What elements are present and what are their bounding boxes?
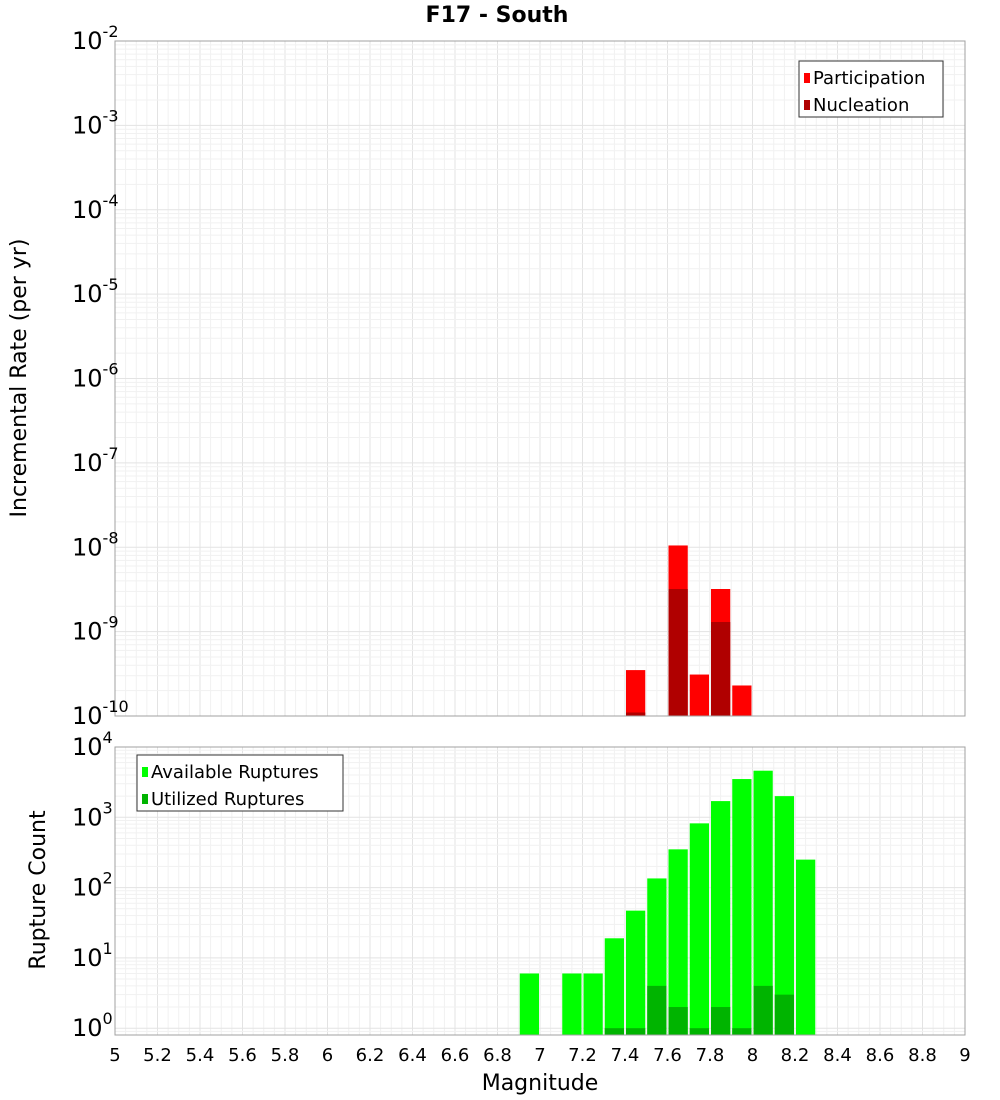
x-axis-label: Magnitude	[482, 1071, 599, 1096]
x-tick-label: 8.8	[908, 1045, 937, 1066]
bottom-panel: 100 101 102 103 104 5 5.2 5.4 5.6 5.8 6 6.2 6.4 6.6 6.…	[72, 728, 971, 1066]
x-tick-label: 7.2	[568, 1045, 597, 1066]
bottom-legend-swatch	[142, 767, 148, 777]
bottom-bar-available-ruptures	[668, 849, 688, 1035]
top-y-tick-label: 10-2	[72, 22, 119, 55]
bottom-bar-available-ruptures	[753, 770, 773, 1035]
x-tick-label: 5.8	[271, 1045, 300, 1066]
x-tick-label: 6.6	[441, 1045, 470, 1066]
x-tick-label: 7.4	[611, 1045, 640, 1066]
top-y-tick-label: 10-7	[72, 444, 119, 477]
bottom-plot-frame	[114, 746, 966, 1036]
bottom-legend-label: Available Ruptures	[151, 762, 319, 783]
x-tick-label: 6.2	[356, 1045, 385, 1066]
bottom-y-tick-label: 101	[72, 939, 113, 972]
top-y-tick-label: 10-8	[72, 528, 119, 561]
top-bar-nucleation	[711, 622, 731, 716]
top-bar-participation	[626, 670, 646, 716]
x-tick-label: 9	[959, 1045, 970, 1066]
x-tick-label: 8.2	[781, 1045, 810, 1066]
top-bar-participation	[732, 685, 752, 716]
top-panel: 10-10 10-9 10-8 10-7 10-6 10-5 10-4 10-3 10-2 Par…	[72, 22, 966, 730]
bottom-y-tick-label: 104	[72, 728, 113, 761]
bottom-bar-available-ruptures	[604, 938, 624, 1035]
bottom-bar-utilized-ruptures	[774, 994, 794, 1035]
bottom-bar-available-ruptures	[711, 801, 731, 1035]
bottom-bar-utilized-ruptures	[668, 1007, 688, 1035]
bottom-bar-utilized-ruptures	[711, 1007, 731, 1035]
top-y-tick-label: 10-4	[72, 191, 119, 224]
bottom-bar-utilized-ruptures	[732, 1028, 752, 1035]
top-y-axis-label: Incremental Rate (per yr)	[7, 239, 32, 518]
chart-title: F17 - South	[426, 3, 569, 28]
bottom-bar-available-ruptures	[774, 796, 794, 1035]
top-legend-label: Nucleation	[813, 95, 909, 116]
x-tick-label: 7.6	[653, 1045, 682, 1066]
top-y-tick-label: 10-3	[72, 106, 119, 139]
x-tick-label: 8.4	[823, 1045, 852, 1066]
bottom-bar-utilized-ruptures	[647, 985, 667, 1035]
top-plot-frame	[114, 40, 966, 717]
x-tick-label: 6.4	[398, 1045, 427, 1066]
x-tick-label: 8.6	[866, 1045, 895, 1066]
bottom-legend-swatch	[142, 794, 148, 804]
bottom-bar-utilized-ruptures	[689, 1028, 709, 1035]
x-tick-label: 8	[747, 1045, 758, 1066]
top-legend-swatch	[804, 100, 810, 110]
top-bar-participation	[689, 674, 709, 716]
bottom-bar-available-ruptures	[732, 779, 752, 1035]
top-y-tick-label: 10-6	[72, 360, 119, 393]
x-tick-label: 5.4	[186, 1045, 215, 1066]
bottom-bar-available-ruptures	[626, 910, 646, 1035]
bottom-bar-utilized-ruptures	[626, 1028, 646, 1035]
x-tick-label: 7.8	[696, 1045, 725, 1066]
top-legend-box	[798, 60, 944, 118]
bottom-legend: Available Ruptures Utilized Ruptures	[136, 754, 344, 812]
bottom-legend-label: Utilized Ruptures	[151, 789, 304, 810]
bottom-bar-available-ruptures	[519, 973, 539, 1035]
top-legend-label: Participation	[813, 68, 925, 89]
bottom-bar-utilized-ruptures	[604, 1028, 624, 1035]
bottom-y-tick-label: 103	[72, 798, 113, 831]
bottom-y-axis-label: Rupture Count	[26, 810, 51, 970]
bottom-bar-available-ruptures	[689, 823, 709, 1035]
top-bar-nucleation	[626, 712, 646, 716]
bottom-bar-utilized-ruptures	[753, 985, 773, 1035]
bottom-bar-available-ruptures	[583, 973, 603, 1035]
bottom-bar-available-ruptures	[562, 973, 582, 1035]
bottom-y-tick-label: 100	[72, 1009, 113, 1042]
bottom-y-tick-label: 102	[72, 869, 113, 902]
bottom-legend-box	[136, 754, 344, 812]
top-bar-nucleation	[668, 589, 688, 716]
x-tick-label: 6.8	[483, 1045, 512, 1066]
x-tick-label: 5	[109, 1045, 120, 1066]
top-y-tick-label: 10-9	[72, 613, 119, 646]
top-legend: Participation Nucleation	[798, 60, 944, 118]
top-legend-swatch	[804, 73, 810, 83]
x-tick-label: 6	[322, 1045, 333, 1066]
bottom-bar-available-ruptures	[796, 859, 816, 1035]
top-y-tick-label: 10-5	[72, 275, 119, 308]
x-tick-label: 5.6	[228, 1045, 257, 1066]
x-tick-label: 7	[534, 1045, 545, 1066]
top-y-tick-label: 10-10	[72, 697, 129, 730]
x-tick-label: 5.2	[143, 1045, 172, 1066]
